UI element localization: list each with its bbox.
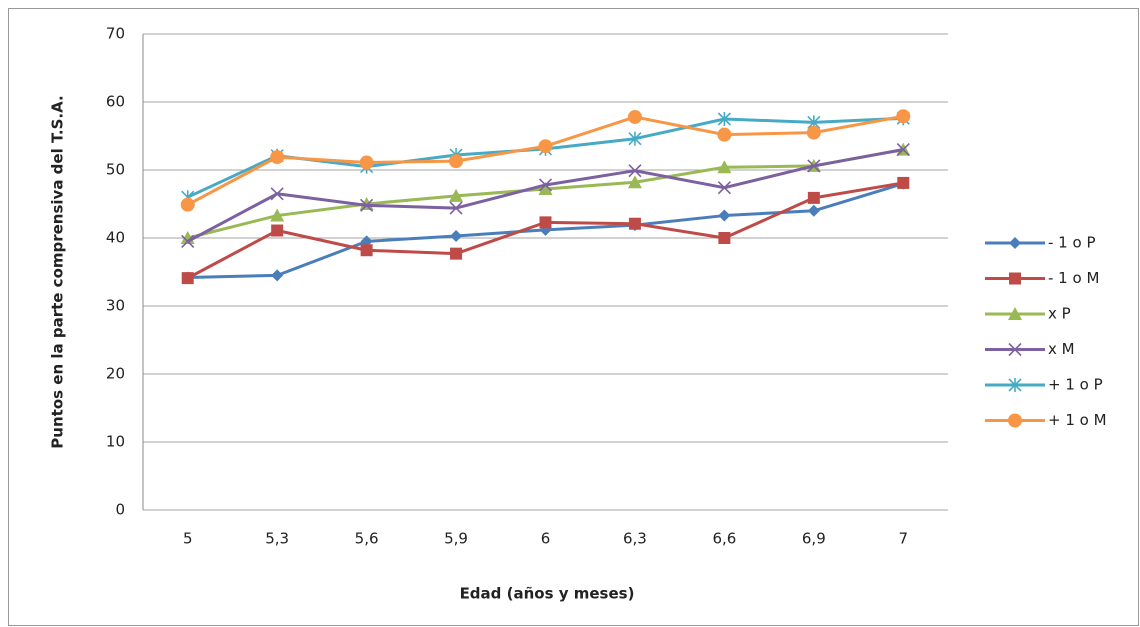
marker [450,247,463,260]
marker [807,204,820,217]
marker [718,232,731,244]
marker [538,178,553,192]
legend-label: - 1 o M [1048,269,1099,287]
y-tick-label: 70 [106,25,125,43]
y-tick-label: 50 [106,161,125,179]
y-tick-label: 60 [106,93,125,111]
legend-label: x P [1048,305,1071,323]
marker [180,197,195,212]
y-axis-title: Puntos en la parte comprensiva del T.S.A… [49,95,67,448]
x-tick-label: 5,3 [265,530,289,548]
marker [718,209,731,222]
x-tick-label: 7 [899,530,909,548]
legend-item: + 1 o P [985,376,1103,394]
y-tick-label: 20 [106,365,125,383]
y-tick-label: 0 [115,501,125,519]
marker [627,175,642,189]
legend-label: x M [1048,340,1075,358]
x-axis-title: Edad (años y meses) [460,585,635,603]
marker [807,191,820,204]
marker [896,109,911,124]
x-tick-label: 6 [541,530,551,548]
marker [450,229,463,242]
legend-item: x M [985,340,1075,358]
marker [717,160,732,174]
marker [449,154,464,169]
marker [271,224,284,237]
x-tick-label: 6,3 [623,530,647,548]
marker [1008,342,1022,357]
marker [360,198,374,212]
marker [896,143,910,157]
y-tick-label: 30 [106,297,125,315]
marker [181,272,194,285]
marker [359,155,374,170]
marker [270,187,284,201]
marker [270,150,285,165]
x-tick-label: 6,6 [712,530,736,548]
marker [717,181,731,195]
marker [449,188,464,202]
marker [449,201,463,215]
marker [539,216,552,229]
legend-item: + 1 o M [985,411,1107,429]
x-tick-label: 5 [183,530,193,548]
marker [627,109,642,124]
marker [1009,272,1021,285]
marker [360,244,373,257]
marker [628,164,642,178]
marker [538,139,553,154]
x-tick-label: 5,6 [355,530,379,548]
legend-label: + 1 o P [1048,376,1103,394]
marker [271,269,284,282]
legend-item: - 1 o P [985,234,1095,252]
marker [1009,237,1021,249]
x-tick-label: 5,9 [444,530,468,548]
marker [1008,307,1022,320]
marker [1008,413,1022,428]
marker [717,112,731,126]
marker [806,125,821,140]
marker [897,176,910,189]
legend-label: + 1 o M [1048,411,1107,429]
marker [807,159,821,173]
legend-item: x P [985,305,1071,323]
y-tick-label: 40 [106,229,125,247]
legend-item: - 1 o M [985,269,1099,287]
marker [1008,378,1022,392]
marker [181,234,195,248]
marker [717,127,732,142]
marker [538,182,553,196]
marker [270,208,285,222]
y-tick-label: 10 [106,433,125,451]
legend-label: - 1 o P [1048,234,1095,252]
marker [628,131,642,146]
chart-frame [8,8,1139,626]
x-tick-label: 6,9 [802,530,826,548]
marker [628,217,641,230]
